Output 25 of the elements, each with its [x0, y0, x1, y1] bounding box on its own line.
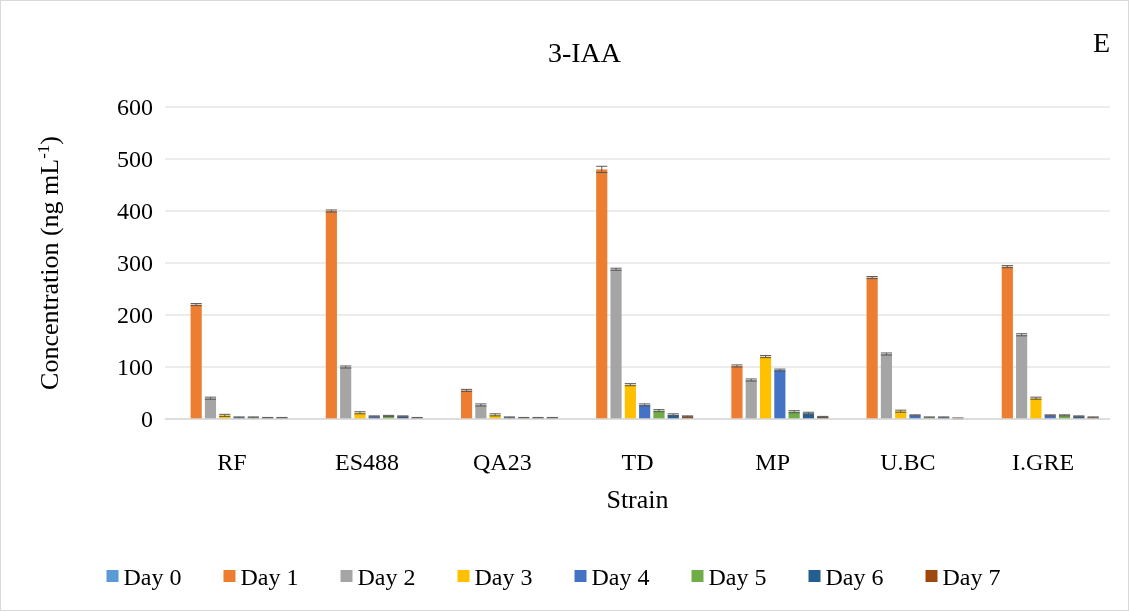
- y-tick-label: 400: [117, 198, 153, 225]
- legend-label: Day 6: [825, 564, 884, 591]
- legend-label: Day 1: [240, 564, 299, 591]
- chart-title: 3-IAA: [547, 37, 622, 68]
- x-tick-label: I.GRE: [1012, 449, 1075, 475]
- x-tick-label: QA23: [472, 449, 532, 475]
- legend-label: Day 0: [123, 564, 182, 591]
- x-tick-label: MP: [755, 449, 791, 475]
- x-tick-label: RF: [217, 449, 247, 475]
- legend-label: Day 7: [942, 564, 1001, 591]
- text: E: [1092, 27, 1110, 58]
- y-tick-label: 300: [117, 250, 153, 277]
- y-tick-label: 100: [117, 354, 153, 381]
- legend-label: Day 5: [708, 564, 767, 591]
- y-tick-label: 600: [117, 94, 153, 121]
- y-tick-label: 0: [141, 406, 153, 433]
- legend-label: Day 4: [591, 564, 650, 591]
- x-tick-label: U.BC: [880, 449, 936, 475]
- y-tick-label: 500: [117, 146, 153, 173]
- x-tick-label: ES488: [335, 449, 400, 475]
- x-tick-label: TD: [621, 449, 654, 475]
- legend-label: Day 2: [357, 564, 416, 591]
- y-tick-label: 200: [117, 302, 153, 329]
- x-axis-title: Strain: [606, 485, 669, 514]
- legend-label: Day 3: [474, 564, 533, 591]
